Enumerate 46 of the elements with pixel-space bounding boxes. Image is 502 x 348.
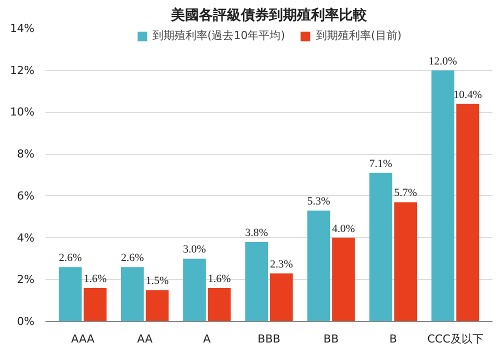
data-label: 12.0% bbox=[428, 55, 458, 68]
data-label: 2.6% bbox=[58, 252, 82, 264]
data-label: 10.4% bbox=[453, 88, 482, 101]
data-label: 3.8% bbox=[245, 226, 268, 239]
data-label: 2.6% bbox=[120, 252, 144, 264]
data-label: 1.6% bbox=[208, 273, 231, 286]
legend-label: 到期殖利率(目前) bbox=[316, 28, 402, 43]
bar bbox=[431, 70, 454, 322]
y-tick-label: 12% bbox=[10, 64, 35, 77]
x-tick-label: AA bbox=[137, 332, 153, 346]
bar bbox=[58, 267, 82, 322]
y-tick-label: 14% bbox=[10, 22, 35, 35]
bar bbox=[332, 238, 355, 322]
bar bbox=[245, 242, 268, 322]
bar bbox=[369, 172, 392, 322]
data-label: 1.6% bbox=[84, 273, 107, 286]
x-tick-label: B bbox=[389, 332, 397, 346]
data-label: 1.5% bbox=[146, 275, 169, 288]
bar bbox=[146, 290, 169, 322]
bar bbox=[456, 104, 480, 322]
bar bbox=[183, 258, 206, 322]
x-tick-label: BB bbox=[324, 332, 339, 346]
data-label: 5.7% bbox=[394, 187, 418, 200]
data-label: 2.3% bbox=[270, 258, 293, 270]
bar bbox=[307, 210, 330, 322]
data-label: 3.0% bbox=[183, 244, 206, 256]
y-tick-label: 10% bbox=[10, 106, 35, 119]
y-tick-label: 4% bbox=[17, 231, 34, 244]
y-tick-label: 6% bbox=[17, 189, 34, 202]
x-tick-label: A bbox=[203, 332, 212, 346]
bar bbox=[208, 288, 231, 322]
legend-label: 到期殖利率(過去10年平均) bbox=[152, 28, 285, 43]
y-tick-label: 8% bbox=[17, 148, 34, 161]
bar bbox=[84, 288, 107, 322]
data-label: 5.3% bbox=[307, 196, 330, 208]
bar bbox=[120, 267, 144, 322]
data-label: 4.0% bbox=[332, 222, 355, 235]
bar bbox=[394, 202, 418, 322]
x-tick-label: AAA bbox=[71, 332, 95, 346]
x-tick-label: BBB bbox=[258, 332, 280, 346]
bar bbox=[270, 273, 293, 322]
data-label: 7.1% bbox=[369, 158, 392, 170]
y-tick-label: 0% bbox=[17, 315, 34, 328]
x-tick-label: CCC及以下 bbox=[427, 332, 484, 346]
chart-title: 美國各評級債券到期殖利率比較 bbox=[170, 6, 368, 24]
y-tick-label: 2% bbox=[17, 273, 34, 286]
